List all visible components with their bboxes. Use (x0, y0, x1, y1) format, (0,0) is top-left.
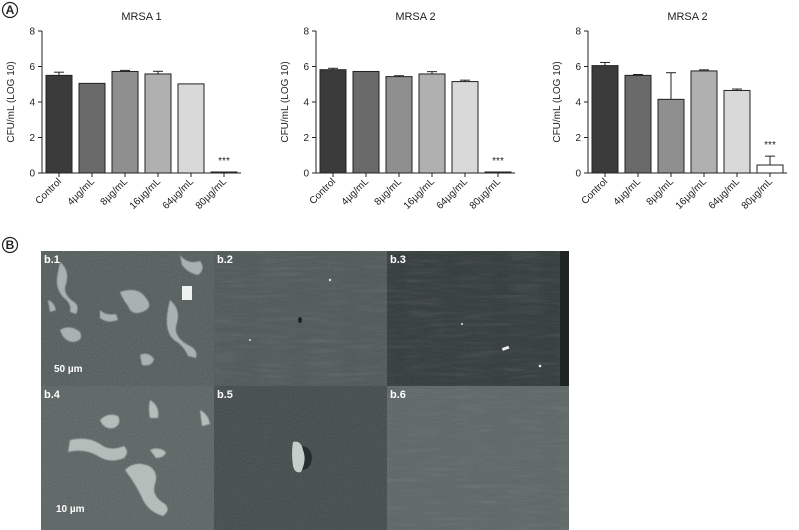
chart-title: MRSA 2 (667, 11, 707, 23)
y-tick-label: 0 (575, 169, 581, 180)
x-tick-label: 80µg/mL (740, 176, 776, 212)
x-tick-label: Control (308, 176, 339, 207)
y-axis-label: CFU/mL (LOG 10) (280, 61, 291, 142)
chart-title: MRSA 1 (121, 11, 161, 23)
x-tick-label: 16µg/mL (402, 176, 438, 212)
panel-b-label: B (1, 236, 19, 254)
bar-3 (144, 73, 172, 174)
svg-text:10 µm: 10 µm (56, 504, 85, 515)
bar-4 (723, 89, 751, 174)
y-axis-label: CFU/mL (LOG 10) (552, 61, 563, 142)
micrograph-b1: 50 µm b.1 (41, 251, 214, 386)
bar-1 (352, 70, 380, 174)
micrograph-b5: b.5 (214, 386, 387, 530)
x-tick-label: 16µg/mL (128, 176, 164, 212)
bar-5 (756, 164, 784, 174)
bacterial-clusters (48, 255, 203, 366)
micrograph-b2: b.2 (214, 251, 387, 386)
svg-text:A: A (6, 3, 15, 17)
significance-marker: *** (492, 156, 504, 167)
x-tick-label: 80µg/mL (194, 176, 230, 212)
significance-marker: *** (218, 156, 230, 167)
svg-text:b.3: b.3 (390, 254, 406, 266)
bar-2 (657, 98, 685, 174)
bar-0 (45, 74, 73, 174)
y-tick-label: 2 (575, 133, 581, 144)
bar-3 (690, 70, 718, 174)
x-tick-label: 64µg/mL (161, 176, 197, 212)
svg-text:b.2: b.2 (217, 254, 233, 266)
y-tick-label: 4 (303, 98, 309, 109)
bar-0 (591, 65, 619, 174)
svg-text:b.4: b.4 (44, 389, 61, 401)
x-tick-label: 8µg/mL (99, 176, 131, 208)
svg-text:B: B (6, 238, 15, 252)
bar-2 (111, 70, 139, 174)
y-tick-label: 0 (29, 169, 35, 180)
y-tick-label: 0 (303, 169, 309, 180)
x-tick-label: Control (34, 176, 65, 207)
x-tick-label: 4µg/mL (340, 176, 372, 208)
bar-1 (78, 82, 106, 174)
micrograph-grid: 50 µm b.1 b.2 b.3 (41, 251, 569, 530)
micrograph-b4: 10 µm b.4 (41, 386, 214, 530)
bar-1 (624, 74, 652, 174)
svg-text:b.1: b.1 (44, 254, 60, 266)
y-tick-label: 2 (29, 133, 35, 144)
x-tick-label: 16µg/mL (674, 176, 710, 212)
x-tick-label: 4µg/mL (66, 176, 98, 208)
y-tick-label: 4 (575, 98, 581, 109)
svg-text:b.5: b.5 (217, 389, 233, 401)
micrograph-b6: b.6 (387, 386, 569, 530)
y-tick-label: 8 (303, 27, 309, 38)
y-tick-label: 2 (303, 133, 309, 144)
bar-3 (418, 73, 446, 174)
bar-5 (210, 171, 238, 174)
bar-4 (177, 83, 205, 174)
micrograph-b3: b.3 (387, 251, 569, 386)
bacterial-clusters (68, 400, 210, 516)
x-tick-label: 4µg/mL (612, 176, 644, 208)
chart-title: MRSA 2 (395, 11, 435, 23)
svg-text:50 µm: 50 µm (54, 364, 83, 375)
y-tick-label: 4 (29, 98, 35, 109)
y-tick-label: 6 (29, 62, 35, 73)
x-tick-label: 64µg/mL (707, 176, 743, 212)
bar-4 (451, 81, 479, 174)
bar-5 (484, 171, 512, 174)
y-tick-label: 8 (29, 27, 35, 38)
panel-a-label: A (1, 1, 19, 19)
x-tick-label: Control (580, 176, 611, 207)
x-tick-label: 8µg/mL (373, 176, 405, 208)
x-tick-label: 8µg/mL (645, 176, 677, 208)
y-tick-label: 8 (575, 27, 581, 38)
x-tick-label: 64µg/mL (435, 176, 471, 212)
significance-marker: *** (764, 140, 776, 151)
y-tick-label: 6 (303, 62, 309, 73)
bar-0 (319, 69, 347, 174)
x-tick-label: 80µg/mL (468, 176, 504, 212)
svg-text:b.6: b.6 (390, 389, 406, 401)
bar-2 (385, 76, 413, 174)
y-tick-label: 6 (575, 62, 581, 73)
y-axis-label: CFU/mL (LOG 10) (6, 61, 17, 142)
